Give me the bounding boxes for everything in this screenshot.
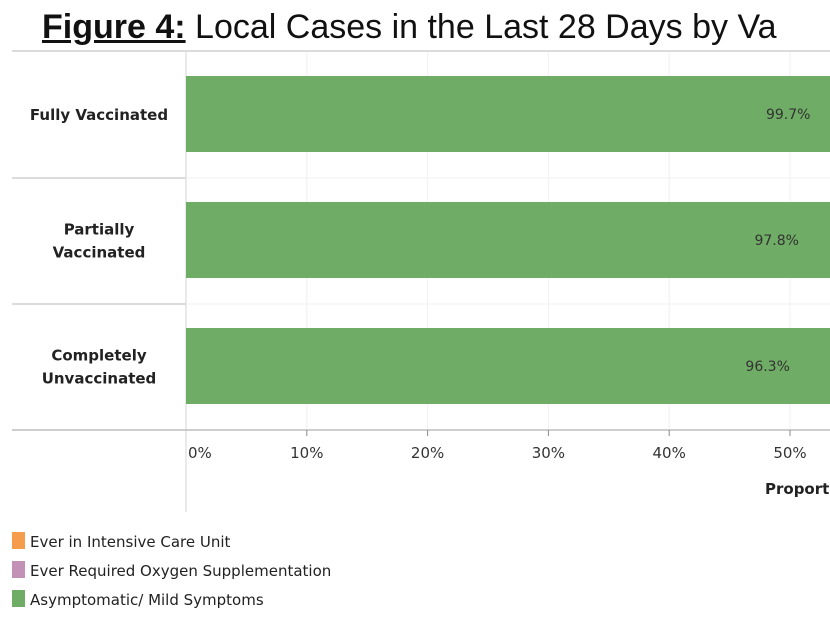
x-tick-label: 30%: [532, 444, 565, 462]
category-label: Vaccinated: [53, 244, 146, 262]
legend-swatch: [12, 561, 25, 578]
bar: [186, 328, 830, 404]
data-label: 96.3%: [745, 359, 789, 375]
x-tick-label: 0%: [188, 444, 212, 462]
x-axis-title: Proporti: [765, 480, 830, 498]
x-tick-label: 40%: [653, 444, 686, 462]
category-label: Unvaccinated: [42, 370, 157, 388]
legend-label: Ever Required Oxygen Supplementation: [30, 562, 331, 580]
legend-swatch: [12, 532, 25, 549]
category-label: Partially: [64, 221, 135, 239]
legend-label: Ever in Intensive Care Unit: [30, 533, 231, 551]
x-tick-label: 20%: [411, 444, 444, 462]
legend-label: Asymptomatic/ Mild Symptoms: [30, 591, 264, 609]
bar: [186, 76, 830, 152]
x-tick-label: 10%: [290, 444, 323, 462]
figure-number: Figure 4:: [42, 8, 186, 46]
category-label: Completely: [51, 347, 146, 365]
data-label: 97.8%: [754, 233, 798, 249]
bar: [186, 202, 830, 278]
legend-swatch: [12, 590, 25, 607]
data-label: 99.7%: [766, 107, 810, 123]
x-tick-label: 50%: [773, 444, 806, 462]
title-text: Local Cases in the Last 28 Days by Va: [195, 8, 777, 46]
category-label: Fully Vaccinated: [30, 106, 168, 124]
chart-title: Figure 4: Local Cases in the Last 28 Day…: [42, 8, 777, 47]
